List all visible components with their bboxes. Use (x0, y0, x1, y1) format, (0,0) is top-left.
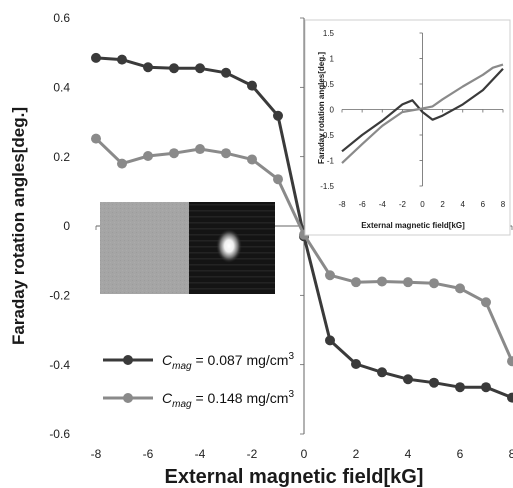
main-y-tick-label: -0.2 (49, 289, 70, 303)
main-x-tick-label: 6 (457, 447, 464, 461)
main-x-axis-label: External magnetic field[kG] (165, 466, 424, 488)
inset-x-tick-labels: -8 -6 -4 -2 0 2 4 6 8 (338, 109, 506, 209)
main-series-2-point (377, 276, 387, 287)
inset-frame (304, 19, 511, 236)
dark-field-spot-image (216, 229, 242, 263)
legend: Cmag = 0.087 mg/cm3 Cmag = 0.148 mg/cm3 (103, 351, 294, 410)
main-series-2-point (195, 144, 205, 155)
main-x-tick-label: 0 (301, 447, 308, 461)
inset-y-tick-label: -1.5 (320, 182, 334, 191)
inset-y-tick-label: 0.5 (323, 80, 335, 89)
main-series-2-point (143, 150, 153, 161)
main-y-tick-label: 0.2 (53, 150, 70, 164)
main-y-tick-labels: -0.6 -0.4 -0.2 0 0.2 0.4 0.6 (49, 11, 304, 441)
main-y-tick-label: 0.4 (53, 81, 70, 95)
micrograph-panels (100, 202, 275, 294)
main-series-1-point (143, 62, 153, 73)
main-series-2-point (403, 277, 413, 288)
main-series-1-point (91, 52, 101, 63)
main-x-tick-label: 2 (353, 447, 360, 461)
main-series-1-point (325, 335, 335, 346)
main-series-2-point (481, 297, 491, 308)
main-x-tick-label: -4 (195, 447, 206, 461)
inset-x-tick-label: -8 (338, 200, 346, 209)
main-y-tick-label: -0.4 (49, 358, 70, 372)
main-y-tick-label: -0.6 (49, 427, 70, 441)
main-x-tick-label: -8 (91, 447, 102, 461)
legend-entry-2: Cmag = 0.148 mg/cm3 (162, 389, 294, 410)
inset-chart: -1.5 -1 -0.5 0 0.5 1 1.5 -8 -6 -4 -2 0 2 4 6 8 Faraday… (304, 19, 511, 236)
main-x-tick-label: -6 (143, 447, 154, 461)
inset-x-axis-label: External magnetic field[kG] (361, 221, 465, 230)
inset-y-tick-label: -0.5 (320, 131, 334, 140)
main-series-1-point (273, 110, 283, 121)
inset-series-2-line (341, 63, 504, 164)
inset-x-tick-label: -4 (379, 200, 387, 209)
main-series-1-point (377, 367, 387, 378)
main-series-1-point (481, 382, 491, 393)
main-y-tick-label: 0.6 (53, 11, 70, 25)
bright-field-image (100, 202, 189, 294)
main-series-2-point (169, 148, 179, 159)
inset-y-tick-label: 1 (330, 54, 335, 63)
main-series-1-point (351, 358, 361, 369)
legend-entry-1: Cmag = 0.087 mg/cm3 (162, 351, 294, 372)
inset-y-tick-label: 0 (330, 105, 335, 114)
main-y-tick-label: 0 (63, 219, 70, 233)
inset-x-tick-label: 2 (440, 200, 445, 209)
main-x-tick-label: 8 (509, 447, 513, 461)
inset-x-tick-label: 6 (481, 200, 486, 209)
main-y-axis-label: Faraday rotation angles[deg.] (9, 107, 28, 345)
main-series-1-point (117, 54, 127, 65)
main-series-1-point (429, 377, 439, 388)
inset-x-tick-label: 4 (461, 200, 466, 209)
main-series-2-point (455, 283, 465, 294)
inset-x-tick-label: 0 (420, 200, 425, 209)
main-series-1-point (221, 67, 231, 78)
main-series-1-point (403, 374, 413, 385)
main-x-tick-label: -2 (247, 447, 258, 461)
main-series-1-point (507, 392, 513, 403)
main-series-2-point (429, 278, 439, 289)
main-series-2-point (221, 148, 231, 159)
main-series-2-point (91, 133, 101, 144)
main-x-tick-label: 4 (405, 447, 412, 461)
inset-y-axis-label: Faraday rotation angles[deg.] (317, 52, 326, 164)
inset-series-group (341, 63, 504, 164)
main-series-2-point (247, 154, 257, 165)
inset-y-tick-label: 1.5 (323, 29, 335, 38)
inset-x-tick-label: -6 (359, 200, 367, 209)
main-series-1-point (455, 382, 465, 393)
main-series-2-point (325, 270, 335, 281)
main-series-1-point (169, 63, 179, 74)
main-series-1-point (247, 80, 257, 91)
main-series-2-point (273, 174, 283, 185)
legend-marker-2 (123, 393, 133, 403)
main-chart: -0.6 -0.4 -0.2 0 0.2 0.4 0.6 -8 -6 -4 -2 0 2 4 6 8 Far… (9, 11, 513, 488)
inset-series-1-line (341, 67, 504, 153)
main-series-group (91, 52, 513, 403)
inset-x-tick-label: 8 (501, 200, 506, 209)
inset-y-tick-label: -1 (327, 156, 335, 165)
main-series-2-point (507, 356, 513, 367)
legend-marker-1 (123, 355, 133, 365)
main-series-1-point (195, 63, 205, 74)
main-series-2-point (117, 158, 127, 169)
main-series-2-point (351, 277, 361, 288)
inset-x-tick-label: -2 (399, 200, 407, 209)
